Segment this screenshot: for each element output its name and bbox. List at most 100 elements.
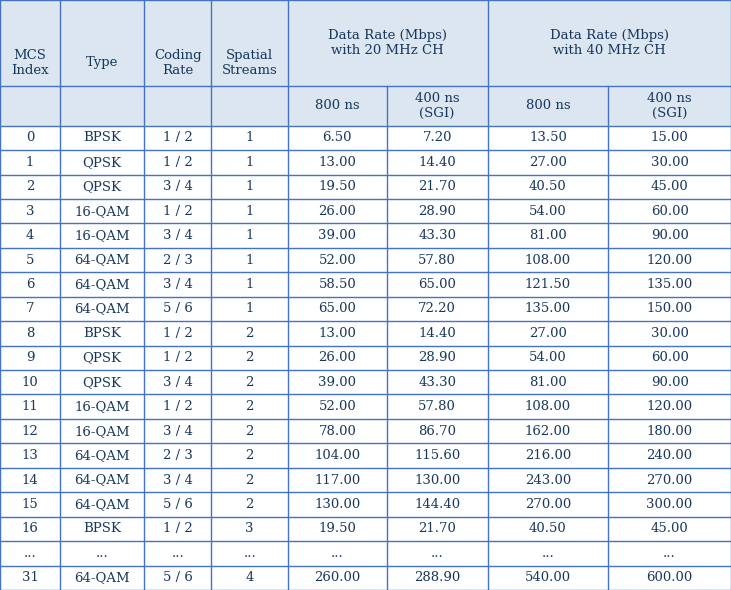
Text: 8: 8 [26, 327, 34, 340]
Text: 243.00: 243.00 [525, 474, 571, 487]
Text: 162.00: 162.00 [525, 425, 571, 438]
Text: MCS
Index: MCS Index [11, 49, 49, 77]
Text: 52.00: 52.00 [319, 254, 356, 267]
Bar [0, 566, 731, 590]
Bar [0, 297, 731, 321]
Bar [0, 346, 731, 370]
Text: 108.00: 108.00 [525, 254, 571, 267]
Text: 12: 12 [22, 425, 38, 438]
Text: 43.30: 43.30 [418, 229, 456, 242]
Text: 135.00: 135.00 [646, 278, 693, 291]
Text: 3 / 4: 3 / 4 [163, 278, 192, 291]
Bar [0, 273, 731, 297]
Text: 11: 11 [22, 400, 38, 413]
Text: 58.50: 58.50 [319, 278, 356, 291]
Text: 64-QAM: 64-QAM [74, 278, 130, 291]
Text: 16-QAM: 16-QAM [74, 425, 130, 438]
Text: 28.90: 28.90 [418, 351, 456, 365]
Bar [0, 224, 731, 248]
Text: 800 ns: 800 ns [526, 99, 570, 112]
Text: 120.00: 120.00 [646, 254, 693, 267]
Text: 90.00: 90.00 [651, 376, 689, 389]
Bar [0, 0, 731, 86]
Text: 0: 0 [26, 132, 34, 145]
Text: QPSK: QPSK [83, 181, 121, 194]
Text: 1 / 2: 1 / 2 [163, 400, 192, 413]
Text: 1: 1 [246, 303, 254, 316]
Text: 19.50: 19.50 [319, 522, 356, 535]
Text: Data Rate (Mbps)
with 20 MHz CH: Data Rate (Mbps) with 20 MHz CH [328, 29, 447, 57]
Text: 400 ns
(SGI): 400 ns (SGI) [414, 91, 460, 120]
Text: 9: 9 [26, 351, 34, 365]
Bar [0, 248, 731, 273]
Text: 13.50: 13.50 [529, 132, 567, 145]
Text: 16-QAM: 16-QAM [74, 400, 130, 413]
Text: BPSK: BPSK [83, 132, 121, 145]
Text: 27.00: 27.00 [529, 327, 567, 340]
Text: 64-QAM: 64-QAM [74, 303, 130, 316]
Text: 21.70: 21.70 [418, 522, 456, 535]
Text: 300.00: 300.00 [646, 498, 693, 511]
Text: 104.00: 104.00 [314, 449, 360, 462]
Text: ...: ... [23, 547, 37, 560]
Text: 800 ns: 800 ns [315, 99, 360, 112]
Text: 121.50: 121.50 [525, 278, 571, 291]
Text: 288.90: 288.90 [414, 571, 461, 584]
Text: ...: ... [243, 547, 256, 560]
Text: 15.00: 15.00 [651, 132, 689, 145]
Text: 43.30: 43.30 [418, 376, 456, 389]
Text: 81.00: 81.00 [529, 376, 567, 389]
Bar [0, 126, 731, 150]
Bar [0, 443, 731, 468]
Text: 30.00: 30.00 [651, 327, 689, 340]
Text: 1 / 2: 1 / 2 [163, 205, 192, 218]
Text: ...: ... [331, 547, 344, 560]
Text: 39.00: 39.00 [319, 376, 356, 389]
Text: 27.00: 27.00 [529, 156, 567, 169]
Text: 14.40: 14.40 [418, 156, 456, 169]
Text: 5 / 6: 5 / 6 [163, 498, 192, 511]
Bar [0, 395, 731, 419]
Text: QPSK: QPSK [83, 376, 121, 389]
Text: 216.00: 216.00 [525, 449, 571, 462]
Text: 81.00: 81.00 [529, 229, 567, 242]
Text: 65.00: 65.00 [319, 303, 356, 316]
Text: 180.00: 180.00 [646, 425, 693, 438]
Bar [0, 175, 731, 199]
Text: 16-QAM: 16-QAM [74, 229, 130, 242]
Bar [0, 150, 731, 175]
Text: 2: 2 [246, 376, 254, 389]
Text: 1: 1 [246, 278, 254, 291]
Text: 1: 1 [246, 132, 254, 145]
Text: 60.00: 60.00 [651, 351, 689, 365]
Text: 1: 1 [246, 181, 254, 194]
Text: 72.20: 72.20 [418, 303, 456, 316]
Bar [0, 541, 731, 566]
Text: 86.70: 86.70 [418, 425, 456, 438]
Bar [0, 468, 731, 492]
Text: 21.70: 21.70 [418, 181, 456, 194]
Text: 30.00: 30.00 [651, 156, 689, 169]
Text: 13.00: 13.00 [319, 327, 356, 340]
Text: 45.00: 45.00 [651, 522, 689, 535]
Text: 3: 3 [26, 205, 34, 218]
Text: 7: 7 [26, 303, 34, 316]
Text: QPSK: QPSK [83, 351, 121, 365]
Text: 2: 2 [246, 400, 254, 413]
Text: 2: 2 [246, 425, 254, 438]
Text: Data Rate (Mbps)
with 40 MHz CH: Data Rate (Mbps) with 40 MHz CH [550, 29, 669, 57]
Text: 270.00: 270.00 [525, 498, 571, 511]
Text: 130.00: 130.00 [314, 498, 360, 511]
Text: 7.20: 7.20 [423, 132, 452, 145]
Text: 600.00: 600.00 [646, 571, 693, 584]
Text: 16: 16 [21, 522, 39, 535]
Text: 1 / 2: 1 / 2 [163, 327, 192, 340]
Text: 1: 1 [246, 156, 254, 169]
Bar [0, 199, 731, 224]
Text: 64-QAM: 64-QAM [74, 449, 130, 462]
Text: 3 / 4: 3 / 4 [163, 376, 192, 389]
Text: 2: 2 [246, 351, 254, 365]
Text: 90.00: 90.00 [651, 229, 689, 242]
Text: 150.00: 150.00 [646, 303, 693, 316]
Text: QPSK: QPSK [83, 156, 121, 169]
